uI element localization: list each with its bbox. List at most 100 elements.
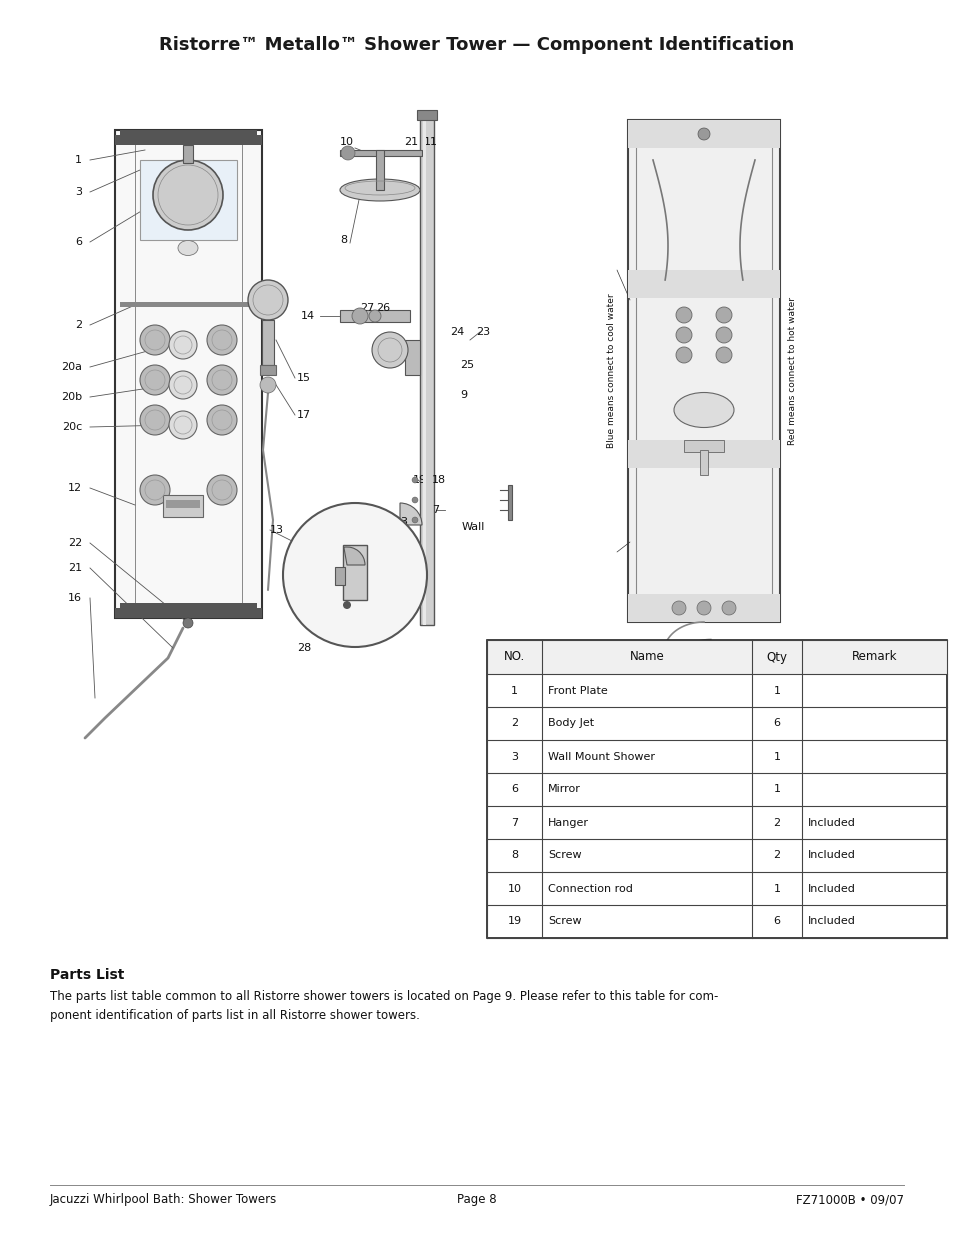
Bar xyxy=(627,270,780,298)
Text: Wall Mount Shower: Wall Mount Shower xyxy=(547,752,655,762)
Wedge shape xyxy=(343,547,365,564)
Circle shape xyxy=(676,347,691,363)
Circle shape xyxy=(248,280,288,320)
Text: FZ71000B • 09/07: FZ71000B • 09/07 xyxy=(795,1193,903,1207)
Text: 7: 7 xyxy=(511,818,517,827)
Bar xyxy=(405,340,419,375)
Text: 8: 8 xyxy=(339,235,347,245)
Text: Screw: Screw xyxy=(547,916,581,926)
Bar xyxy=(183,144,193,163)
Text: 2: 2 xyxy=(773,851,780,861)
Text: Included: Included xyxy=(807,851,855,861)
Text: 24: 24 xyxy=(450,327,464,337)
Circle shape xyxy=(207,475,236,505)
Text: Connection rod: Connection rod xyxy=(547,883,632,893)
Text: 6: 6 xyxy=(773,719,780,729)
Text: 22: 22 xyxy=(68,538,82,548)
Bar xyxy=(627,120,780,622)
Text: 26: 26 xyxy=(375,303,390,312)
Circle shape xyxy=(676,327,691,343)
Bar xyxy=(339,149,421,156)
Ellipse shape xyxy=(178,241,198,256)
Circle shape xyxy=(207,366,236,395)
Bar xyxy=(120,130,256,144)
Text: 2: 2 xyxy=(74,320,82,330)
Bar xyxy=(627,440,780,468)
Text: 12: 12 xyxy=(68,483,82,493)
Circle shape xyxy=(140,475,170,505)
Text: 1: 1 xyxy=(75,156,82,165)
Text: 27: 27 xyxy=(359,303,374,312)
Circle shape xyxy=(140,366,170,395)
Text: 3: 3 xyxy=(511,752,517,762)
Circle shape xyxy=(671,601,685,615)
Bar xyxy=(115,130,262,618)
Bar xyxy=(375,149,384,190)
Bar xyxy=(343,545,367,600)
Text: 21: 21 xyxy=(68,563,82,573)
Text: Front Plate: Front Plate xyxy=(547,685,607,695)
Bar xyxy=(486,640,946,939)
Text: 1: 1 xyxy=(773,685,780,695)
Wedge shape xyxy=(399,503,421,525)
Text: Included: Included xyxy=(807,916,855,926)
Text: 10: 10 xyxy=(339,137,354,147)
Bar xyxy=(260,366,275,375)
Circle shape xyxy=(169,411,196,438)
Text: 6: 6 xyxy=(773,916,780,926)
Text: Hanger: Hanger xyxy=(547,818,588,827)
Bar xyxy=(419,119,434,625)
Bar xyxy=(627,594,780,622)
Circle shape xyxy=(207,325,236,354)
Text: 9: 9 xyxy=(459,390,467,400)
Text: Included: Included xyxy=(807,883,855,893)
Bar xyxy=(120,603,256,618)
Circle shape xyxy=(698,128,709,140)
Circle shape xyxy=(183,618,193,629)
Text: 14: 14 xyxy=(300,311,314,321)
Bar xyxy=(486,640,946,674)
Circle shape xyxy=(352,308,368,324)
Text: 20c: 20c xyxy=(62,422,82,432)
Circle shape xyxy=(152,161,223,230)
Text: 21: 21 xyxy=(403,137,417,147)
Text: 1: 1 xyxy=(773,752,780,762)
Text: 1: 1 xyxy=(773,883,780,893)
Text: 1: 1 xyxy=(511,685,517,695)
Bar xyxy=(627,120,780,148)
Text: 3: 3 xyxy=(75,186,82,198)
Text: 15: 15 xyxy=(296,373,311,383)
Bar xyxy=(416,110,436,120)
Text: 6: 6 xyxy=(75,237,82,247)
Text: Name: Name xyxy=(629,651,663,663)
Text: 8: 8 xyxy=(511,851,517,861)
Text: 11: 11 xyxy=(423,137,437,147)
Text: The parts list table common to all Ristorre shower towers is located on Page 9. : The parts list table common to all Risto… xyxy=(50,990,718,1021)
Text: 16: 16 xyxy=(68,593,82,603)
Bar xyxy=(115,608,262,618)
Circle shape xyxy=(721,601,735,615)
Bar xyxy=(166,500,200,508)
Text: 2: 2 xyxy=(773,818,780,827)
Text: NO.: NO. xyxy=(503,651,524,663)
Bar xyxy=(507,485,512,520)
Text: Wall: Wall xyxy=(461,522,485,532)
Text: 25: 25 xyxy=(459,359,474,370)
Bar xyxy=(636,128,771,614)
Circle shape xyxy=(140,405,170,435)
Circle shape xyxy=(260,377,275,393)
Text: 20a: 20a xyxy=(61,362,82,372)
Circle shape xyxy=(340,146,355,161)
Circle shape xyxy=(716,347,731,363)
Text: Mirror: Mirror xyxy=(547,784,580,794)
Text: 17: 17 xyxy=(296,410,311,420)
Text: 18: 18 xyxy=(432,475,446,485)
Bar xyxy=(120,303,256,308)
Text: Remark: Remark xyxy=(851,651,897,663)
Bar xyxy=(422,119,426,625)
Text: 13: 13 xyxy=(270,525,284,535)
Text: Screw: Screw xyxy=(547,851,581,861)
Text: Red means connect to hot water: Red means connect to hot water xyxy=(788,296,797,445)
Text: Blue means connect to cool water: Blue means connect to cool water xyxy=(607,294,616,448)
Circle shape xyxy=(412,477,417,483)
